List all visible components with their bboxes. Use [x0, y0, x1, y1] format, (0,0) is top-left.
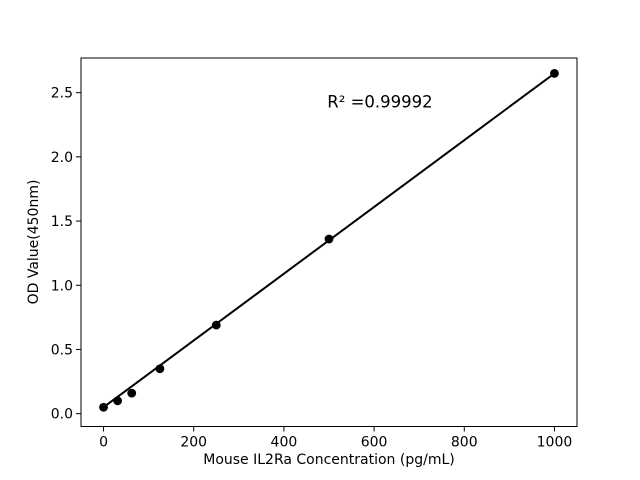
data-point-marker — [113, 396, 123, 406]
y-tick-label: 0.5 — [51, 342, 73, 358]
y-tick-label: 1.0 — [51, 278, 73, 294]
x-tick-label: 0 — [99, 435, 108, 451]
data-point-marker — [99, 402, 108, 412]
x-tick-label: 200 — [180, 435, 207, 451]
plot-area: 0 200 400 600 800 1000 0.0 0.5 1.0 1.5 2.0 2.5 — [51, 57, 578, 451]
x-tick-label: 400 — [271, 435, 298, 451]
x-tick-label: 600 — [361, 435, 388, 451]
y-tick-label: 0.0 — [51, 407, 73, 423]
data-point-marker — [324, 234, 334, 244]
plot-frame — [80, 57, 578, 427]
data-point-marker — [127, 388, 137, 398]
y-tick-label: 2.0 — [51, 150, 73, 166]
data-point-marker — [550, 69, 559, 78]
y-axis-label: OD Value(450nm) — [26, 180, 42, 305]
x-tick-label: 800 — [451, 435, 478, 451]
x-axis-label: Mouse IL2Ra Concentration (pg/mL) — [203, 452, 455, 468]
y-tick-label: 1.5 — [51, 214, 73, 230]
data-point-marker — [155, 364, 165, 374]
r-squared-annotation: R² =0.99992 — [327, 93, 432, 112]
data-point-marker — [211, 320, 221, 330]
x-tick-label: 1000 — [537, 435, 573, 451]
y-tick-label: 2.5 — [51, 86, 73, 102]
